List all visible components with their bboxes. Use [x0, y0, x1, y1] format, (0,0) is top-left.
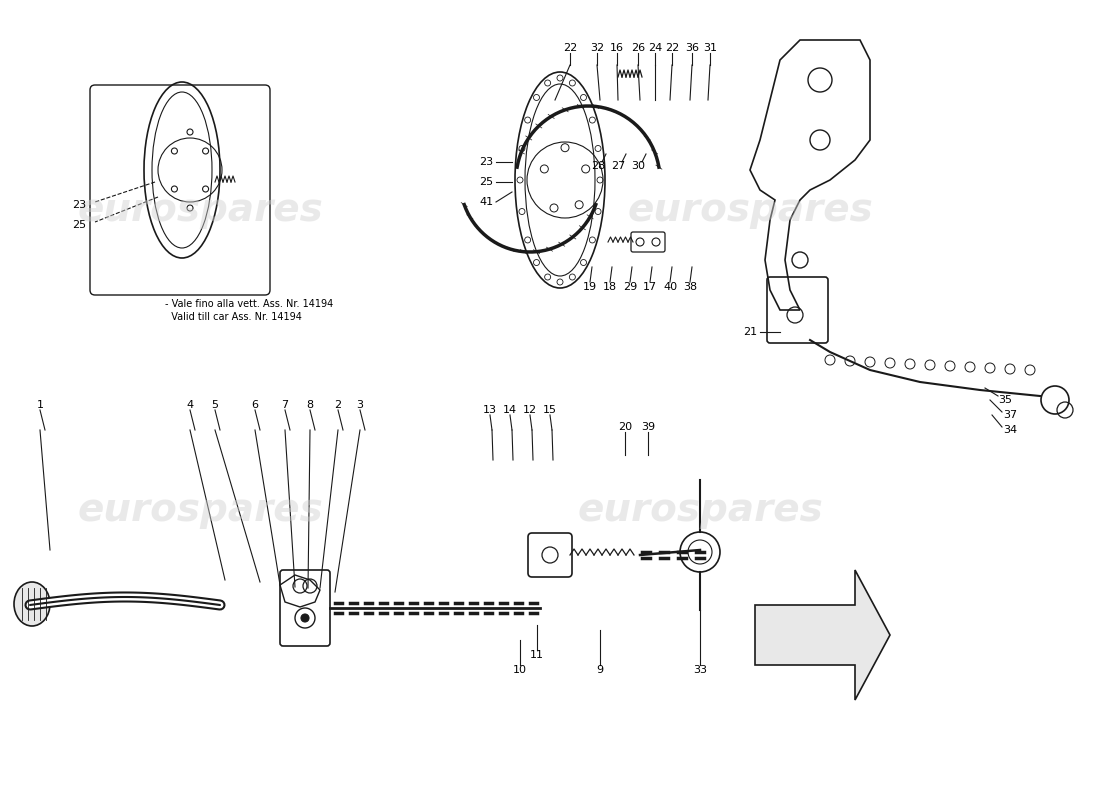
Text: 38: 38: [683, 282, 697, 292]
Text: 24: 24: [648, 43, 662, 53]
FancyBboxPatch shape: [90, 85, 270, 295]
Text: 29: 29: [623, 282, 637, 292]
Text: 26: 26: [631, 43, 645, 53]
Text: 2: 2: [334, 400, 342, 410]
Text: 14: 14: [503, 405, 517, 415]
Text: eurospares: eurospares: [627, 191, 873, 229]
Text: 35: 35: [998, 395, 1012, 405]
Text: 10: 10: [513, 665, 527, 675]
Text: 23: 23: [72, 200, 86, 210]
Text: 12: 12: [522, 405, 537, 415]
Text: 22: 22: [563, 43, 578, 53]
Text: 1: 1: [36, 400, 44, 410]
Text: 28: 28: [591, 161, 605, 171]
Text: 9: 9: [596, 665, 604, 675]
Text: 22: 22: [664, 43, 679, 53]
Text: 30: 30: [631, 161, 645, 171]
Text: 25: 25: [478, 177, 493, 187]
Text: 37: 37: [1003, 410, 1018, 420]
Text: 18: 18: [603, 282, 617, 292]
Polygon shape: [755, 570, 890, 700]
Text: 34: 34: [1003, 425, 1018, 435]
Text: 3: 3: [356, 400, 363, 410]
Text: 16: 16: [610, 43, 624, 53]
Text: 40: 40: [663, 282, 678, 292]
Ellipse shape: [14, 582, 50, 626]
Text: 31: 31: [703, 43, 717, 53]
Text: eurospares: eurospares: [77, 191, 323, 229]
Text: 36: 36: [685, 43, 698, 53]
Text: 32: 32: [590, 43, 604, 53]
Text: 5: 5: [211, 400, 219, 410]
Text: Valid till car Ass. Nr. 14194: Valid till car Ass. Nr. 14194: [165, 312, 301, 322]
Text: 19: 19: [583, 282, 597, 292]
Text: 15: 15: [543, 405, 557, 415]
Text: 11: 11: [530, 650, 544, 660]
Text: 39: 39: [641, 422, 656, 432]
Text: 33: 33: [693, 665, 707, 675]
Text: - Vale fino alla vett. Ass. Nr. 14194: - Vale fino alla vett. Ass. Nr. 14194: [165, 299, 333, 309]
Text: 13: 13: [483, 405, 497, 415]
Text: 4: 4: [186, 400, 194, 410]
Text: 27: 27: [610, 161, 625, 171]
Circle shape: [301, 614, 309, 622]
Text: 25: 25: [72, 220, 86, 230]
Text: 20: 20: [618, 422, 632, 432]
Text: 21: 21: [742, 327, 757, 337]
Text: 41: 41: [478, 197, 493, 207]
Text: 6: 6: [252, 400, 258, 410]
Text: eurospares: eurospares: [578, 491, 823, 529]
Text: 23: 23: [478, 157, 493, 167]
Text: eurospares: eurospares: [77, 491, 323, 529]
Text: 7: 7: [282, 400, 288, 410]
Text: 8: 8: [307, 400, 314, 410]
Text: 17: 17: [642, 282, 657, 292]
